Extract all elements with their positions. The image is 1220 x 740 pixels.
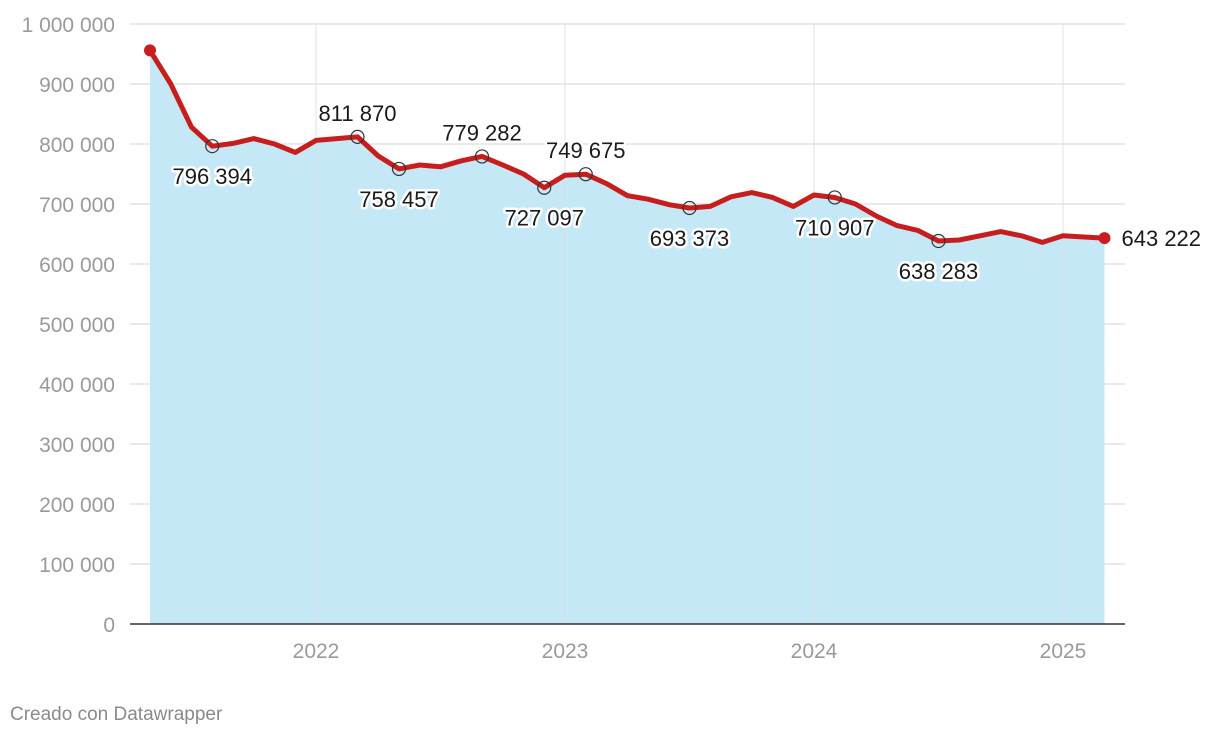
y-tick-label: 1 000 000 xyxy=(22,14,115,37)
annotation-label: 779 282 xyxy=(442,120,522,145)
y-tick-label: 500 000 xyxy=(39,314,115,337)
x-tick-label: 2022 xyxy=(293,640,340,663)
annotation-label: 749 675 xyxy=(546,138,626,163)
annotation-labels: 796 394 811 870 758 457 779 282 727 097 749 6… xyxy=(170,98,1204,286)
y-tick-label: 900 000 xyxy=(39,74,115,97)
x-tick-label: 2024 xyxy=(791,640,838,663)
annotation-marker xyxy=(827,190,842,205)
annotation-label: 811 870 xyxy=(319,101,397,126)
y-tick-label: 200 000 xyxy=(39,494,115,517)
y-tick-label: 600 000 xyxy=(39,254,115,277)
annotation-marker xyxy=(537,180,552,195)
y-tick-label: 400 000 xyxy=(39,374,115,397)
x-tick-label: 2025 xyxy=(1040,640,1087,663)
y-tick-label: 700 000 xyxy=(39,194,115,217)
annotation-label: 758 457 xyxy=(359,187,439,212)
x-axis-ticks: 2022 2023 2024 2025 xyxy=(293,640,1087,663)
annotation-marker xyxy=(931,233,946,249)
annotation-markers xyxy=(144,44,1111,249)
annotation-marker xyxy=(682,200,697,216)
credit-text: Creado con Datawrapper xyxy=(10,704,223,725)
x-gridlines xyxy=(315,24,1064,624)
annotation-marker xyxy=(578,167,593,182)
y-tick-label: 800 000 xyxy=(39,134,115,157)
y-tick-label: 300 000 xyxy=(39,434,115,457)
annotation-label: 643 222 xyxy=(1122,226,1202,251)
annotation-label: 710 907 xyxy=(795,215,875,240)
annotation-marker xyxy=(205,139,220,154)
annotation-label: 796 394 xyxy=(172,164,252,189)
annotation-label: 693 373 xyxy=(650,226,730,251)
series-end-dot xyxy=(1098,232,1111,245)
annotation-marker xyxy=(391,161,407,177)
annotation-label: 727 097 xyxy=(504,206,584,231)
y-tick-label: 0 xyxy=(103,614,115,637)
series-start-dot xyxy=(144,44,156,57)
line-chart: 0 100 000 200 000 300 000 400 000 500 000 600 … xyxy=(21,14,1204,663)
annotation-label: 638 283 xyxy=(899,259,979,284)
y-tick-label: 100 000 xyxy=(39,554,115,577)
annotation-marker xyxy=(350,129,365,144)
annotation-marker xyxy=(474,149,490,164)
x-tick-label: 2023 xyxy=(542,640,589,663)
area-fill xyxy=(150,50,1105,624)
y-axis-ticks: 0 100 000 200 000 300 000 400 000 500 000 600 … xyxy=(22,14,115,637)
